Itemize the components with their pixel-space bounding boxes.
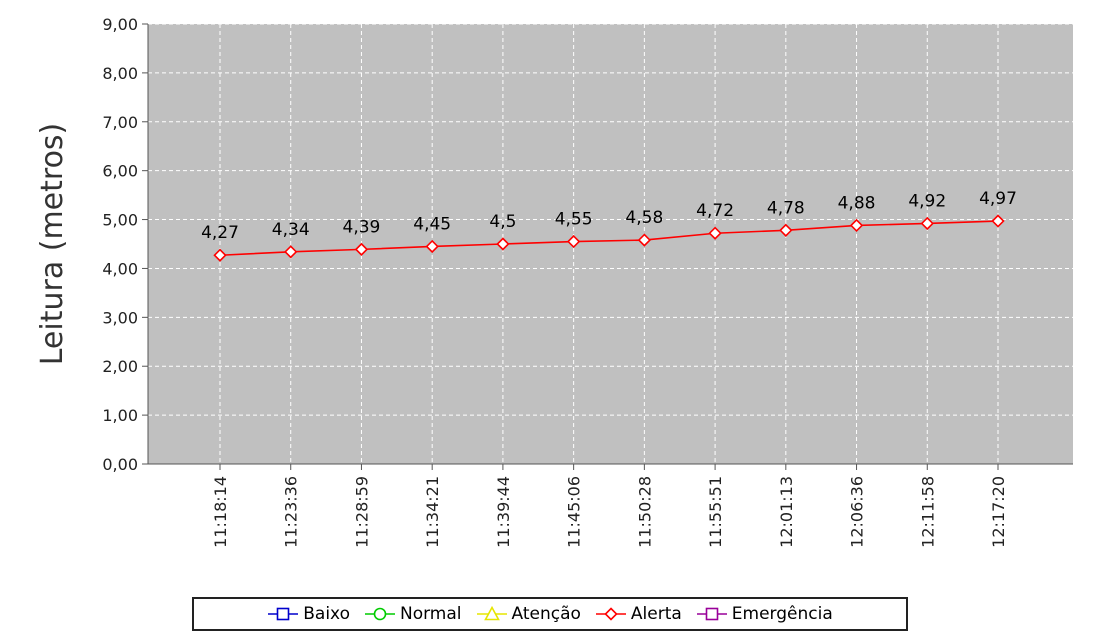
y-tick-label: 2,00 bbox=[102, 357, 138, 376]
y-axis-ticks: 0,00 1,00 2,00 3,00 4,00 5,00 6,00 7,00 8,00 9,00 bbox=[102, 15, 148, 474]
data-label: 4,45 bbox=[413, 214, 451, 234]
y-tick-label: 3,00 bbox=[102, 308, 138, 327]
data-label: 4,39 bbox=[343, 217, 381, 237]
x-tick-label: 11:50:28 bbox=[635, 476, 654, 548]
data-point bbox=[284, 245, 298, 259]
x-tick-label: 12:11:58 bbox=[918, 476, 937, 548]
legend-label: Normal bbox=[399, 604, 462, 624]
legend: Baixo Normal Atenção Alerta Emergência bbox=[192, 597, 908, 631]
series-line-alerta bbox=[219, 220, 999, 257]
circle-marker-icon bbox=[364, 607, 395, 621]
diamond-marker-icon bbox=[595, 607, 626, 621]
legend-item: Emergência bbox=[696, 604, 833, 624]
data-label: 4,27 bbox=[201, 223, 239, 243]
legend-item: Baixo bbox=[267, 604, 350, 624]
data-point bbox=[567, 234, 581, 249]
data-point bbox=[496, 237, 510, 251]
legend-item: Alerta bbox=[595, 604, 682, 624]
y-tick-label: 6,00 bbox=[102, 162, 138, 181]
data-point bbox=[425, 239, 439, 254]
square-marker-icon bbox=[696, 607, 727, 621]
x-tick-label: 11:34:21 bbox=[423, 476, 442, 548]
line-chart: 0,00 1,00 2,00 3,00 4,00 5,00 6,00 7,00 8,00 9,00… bbox=[35, 15, 1073, 548]
data-point bbox=[708, 226, 722, 240]
triangle-marker-icon bbox=[476, 605, 507, 621]
x-tick-label: 11:39:44 bbox=[494, 476, 513, 548]
data-label: 4,97 bbox=[979, 189, 1017, 209]
x-tick-label: 12:06:36 bbox=[848, 476, 867, 548]
legend-label: Atenção bbox=[511, 604, 581, 624]
y-tick-label: 0,00 bbox=[102, 455, 138, 474]
data-label: 4,55 bbox=[555, 210, 593, 230]
legend-item: Atenção bbox=[476, 604, 581, 624]
x-tick-label: 11:18:14 bbox=[211, 476, 230, 548]
y-tick-label: 9,00 bbox=[102, 15, 138, 34]
x-tick-label: 11:45:06 bbox=[565, 476, 584, 548]
data-label: 4,88 bbox=[838, 193, 876, 213]
x-axis-ticks: 11:18:14 11:23:36 11:28:59 11:34:21 11:39:44… bbox=[211, 464, 1008, 548]
x-tick-label: 12:17:20 bbox=[989, 476, 1008, 548]
legend-label: Emergência bbox=[731, 604, 833, 624]
data-point bbox=[354, 242, 369, 257]
data-point bbox=[991, 214, 1005, 228]
y-tick-label: 1,00 bbox=[102, 406, 138, 425]
y-tick-label: 8,00 bbox=[102, 64, 138, 83]
y-axis-label: Leitura (metros) bbox=[35, 123, 70, 366]
x-tick-label: 11:23:36 bbox=[282, 476, 301, 548]
y-tick-label: 7,00 bbox=[102, 113, 138, 132]
x-tick-label: 11:55:51 bbox=[706, 476, 725, 548]
legend-label: Alerta bbox=[630, 604, 682, 624]
square-marker-icon bbox=[268, 607, 299, 621]
legend-item: Normal bbox=[364, 604, 462, 624]
data-point bbox=[779, 223, 793, 237]
data-point bbox=[849, 218, 864, 233]
y-tick-label: 5,00 bbox=[102, 211, 138, 230]
data-label: 4,58 bbox=[625, 208, 663, 228]
data-point bbox=[920, 216, 934, 231]
x-tick-label: 11:28:59 bbox=[352, 476, 371, 548]
data-label: 4,5 bbox=[489, 212, 516, 232]
legend-label: Baixo bbox=[303, 604, 350, 624]
y-tick-label: 4,00 bbox=[102, 259, 138, 278]
data-label: 4,92 bbox=[908, 191, 946, 211]
series-group: 4,27 4,34 4,39 4,45 4,5 4,55 4,58 4,72 4,78 4,88 4… bbox=[201, 189, 1017, 262]
data-label: 4,72 bbox=[696, 201, 734, 221]
plot-area bbox=[148, 24, 1073, 464]
data-label: 4,34 bbox=[272, 220, 310, 240]
data-label: 4,78 bbox=[767, 198, 805, 218]
data-point bbox=[213, 248, 227, 262]
x-tick-label: 12:01:13 bbox=[777, 476, 796, 548]
data-point bbox=[637, 233, 651, 247]
